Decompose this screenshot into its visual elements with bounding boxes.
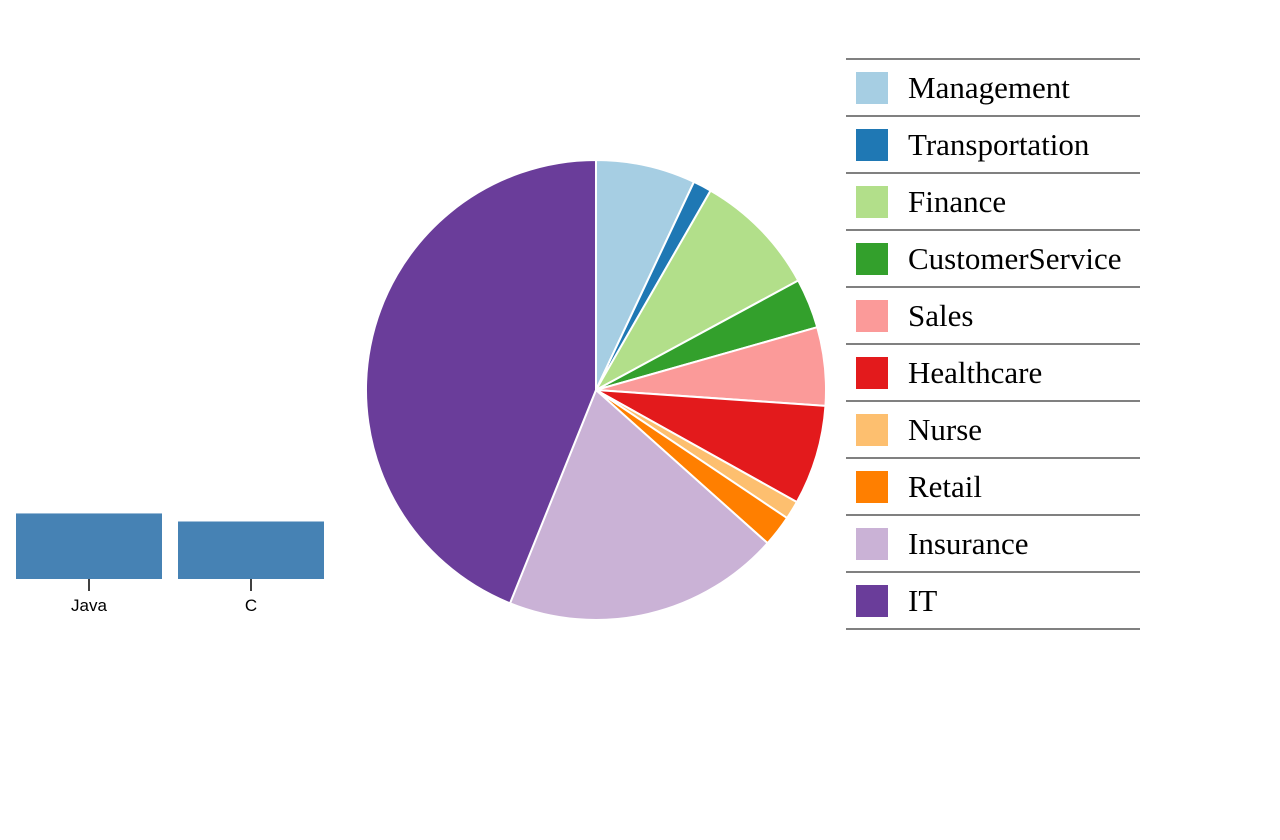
bar-chart: Java C [16, 513, 324, 615]
pie-slice-it [365, 158, 597, 605]
legend-swatch [856, 527, 888, 560]
legend-swatch [856, 584, 888, 617]
legend-label: Finance [908, 183, 1007, 219]
legend-item-customerservice: CustomerService [846, 229, 1140, 286]
legend-swatch [856, 299, 888, 332]
legend-swatch [856, 356, 888, 389]
legend-swatch [856, 242, 888, 275]
pie-slice-insurance [508, 388, 769, 621]
x-tick-label: Java [71, 596, 107, 615]
bar-c [178, 521, 324, 579]
legend-label: Healthcare [908, 354, 1043, 390]
legend-label: Nurse [908, 411, 983, 447]
legend-item-management: Management [846, 58, 1140, 115]
legend-item-sales: Sales [846, 286, 1140, 343]
legend-label: CustomerService [908, 240, 1122, 276]
pie-legend: Management Transportation Finance CustomerS… [846, 58, 1140, 630]
legend-item-transportation: Transportation [846, 115, 1140, 172]
legend-label: Insurance [908, 525, 1029, 561]
legend-label: Sales [908, 297, 974, 333]
legend-item-finance: Finance [846, 172, 1140, 229]
bar-java [16, 513, 162, 579]
legend-swatch [856, 128, 888, 161]
x-tick-label: C [245, 596, 257, 615]
pie-slice-finance [593, 189, 800, 393]
legend-label: Retail [908, 468, 983, 504]
pie-slice-healthcare [595, 389, 827, 504]
legend-item-nurse: Nurse [846, 400, 1140, 457]
legend-item-healthcare: Healthcare [846, 343, 1140, 400]
legend-label: IT [908, 582, 938, 618]
legend-item-it: IT [846, 571, 1140, 630]
pie-slice-management [595, 158, 696, 391]
legend-label: Management [908, 69, 1070, 105]
legend-item-retail: Retail [846, 457, 1140, 514]
pie-chart [365, 158, 827, 621]
legend-swatch [856, 413, 888, 446]
legend-item-insurance: Insurance [846, 514, 1140, 571]
legend-label: Transportation [908, 126, 1090, 162]
legend-swatch [856, 71, 888, 104]
legend-swatch [856, 470, 888, 503]
legend-swatch [856, 185, 888, 218]
